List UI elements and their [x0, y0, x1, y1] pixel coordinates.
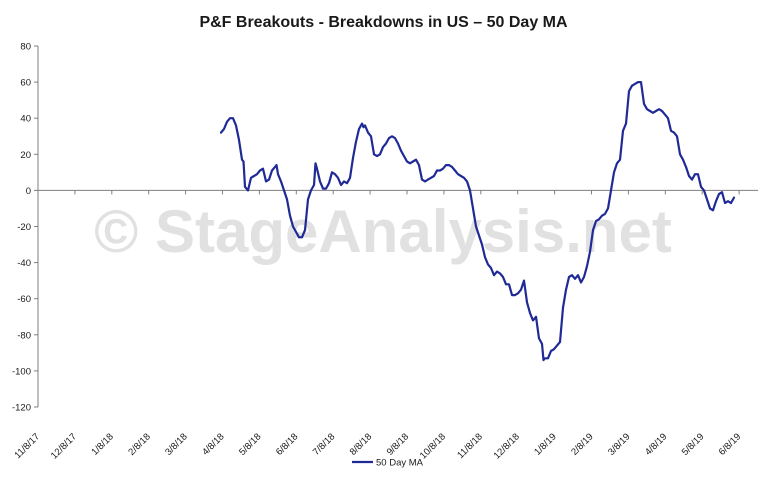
x-tick-label: 3/8/18 — [163, 431, 189, 457]
x-tick-label: 6/8/19 — [717, 431, 743, 457]
x-tick-label: 12/8/18 — [492, 431, 522, 461]
x-tick-label: 1/8/19 — [532, 431, 558, 457]
y-tick-label: 40 — [20, 114, 31, 125]
y-tick-label: -60 — [17, 294, 31, 305]
chart-title: P&F Breakouts - Breakdowns in US – 50 Da… — [199, 14, 568, 31]
x-tick-label: 3/8/19 — [606, 431, 632, 457]
y-tick-label: 60 — [20, 78, 31, 89]
x-tick-label: 4/8/19 — [643, 431, 669, 457]
y-tick-label: -20 — [17, 222, 31, 233]
y-tick-label: -80 — [17, 330, 31, 341]
x-tick-label: 9/8/18 — [385, 431, 411, 457]
y-tick-label: -40 — [17, 258, 31, 269]
x-tick-label: 5/8/19 — [680, 431, 706, 457]
legend-label: 50 Day MA — [376, 458, 424, 469]
y-tick-label: -120 — [12, 403, 31, 414]
y-tick-label: 20 — [20, 150, 31, 161]
y-tick-label: 80 — [20, 42, 31, 53]
series-layer — [219, 80, 736, 362]
y-tick-label: -100 — [12, 366, 31, 377]
x-tick-label: 6/8/18 — [274, 431, 300, 457]
x-tick-label: 5/8/18 — [237, 431, 263, 457]
x-tick-label: 12/8/17 — [49, 431, 79, 461]
x-tick-label: 2/8/18 — [126, 431, 152, 457]
x-tick-label: 1/8/18 — [89, 431, 115, 457]
series-line-50-day-ma — [219, 80, 736, 362]
x-tick-label: 7/8/18 — [311, 431, 337, 457]
x-tick-label: 2/8/19 — [569, 431, 595, 457]
y-tick-label: 0 — [26, 186, 31, 197]
legend: 50 Day MA — [352, 458, 424, 469]
x-tick-label: 8/8/18 — [348, 431, 374, 457]
x-tick-label: 11/8/17 — [12, 431, 42, 461]
x-tick-label: 4/8/18 — [200, 431, 226, 457]
watermark-text: © StageAnalysis.net — [94, 198, 672, 265]
x-tick-label: 11/8/18 — [455, 431, 485, 461]
